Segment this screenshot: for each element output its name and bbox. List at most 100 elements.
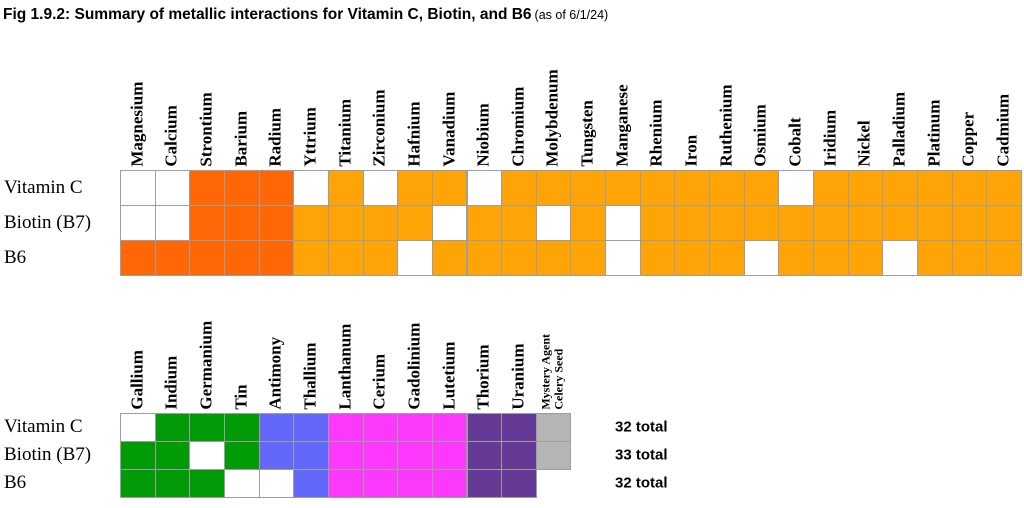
cell-biotin-b7-lanthanum [327, 441, 364, 470]
cell-b6-titanium [327, 240, 364, 276]
cell-biotin-b7-palladium [882, 205, 918, 241]
cell-vitamin-c-iron [674, 170, 711, 206]
cell-vitamin-c-cadmium [986, 170, 1022, 206]
cell-b6-radium [258, 240, 295, 276]
cell-vitamin-c-niobium [466, 170, 503, 206]
column-header-palladium: Palladium [889, 92, 909, 167]
cell-vitamin-c-magnesium [120, 170, 156, 206]
cell-biotin-b7-tungsten [570, 205, 607, 241]
cell-vitamin-c-titanium [327, 170, 364, 206]
figure-title: Fig 1.9.2: Summary of metallic interacti… [3, 6, 608, 24]
cell-biotin-b7-ruthenium [709, 205, 745, 241]
column-header-line: Celery Seed [552, 349, 567, 410]
cell-b6-thallium [293, 469, 329, 498]
column-header-platinum: Platinum [923, 99, 943, 167]
cell-vitamin-c-germanium [189, 413, 225, 442]
cell-b6-cerium [362, 469, 399, 498]
cell-b6-nickel [847, 240, 884, 276]
cell-biotin-b7-niobium [466, 205, 503, 241]
cell-biotin-b7-lutetium [431, 441, 468, 470]
column-header-germanium: Germanium [196, 321, 216, 410]
cell-b6-zirconium [362, 240, 399, 276]
cell-b6-lanthanum [327, 469, 364, 498]
total-biotin-b7: 33 total [615, 446, 668, 464]
cell-b6-copper [951, 240, 988, 276]
cell-b6-manganese [605, 240, 641, 276]
cell-biotin-b7-indium [154, 441, 191, 470]
column-header-tungsten: Tungsten [577, 100, 597, 167]
cell-b6-niobium [466, 240, 503, 276]
column-header-mystery-agent-celery-seed: Mystery Agent Celery Seed [536, 285, 571, 413]
column-header-thallium: Thallium [300, 342, 320, 410]
column-header-thorium: Thorium [473, 344, 493, 410]
column-header-gadolinium: Gadolinium [404, 323, 424, 410]
column-header-iridium: Iridium [820, 110, 839, 167]
cell-biotin-b7-titanium [327, 205, 364, 241]
cell-b6-gadolinium [397, 469, 433, 498]
cell-biotin-b7-barium [223, 205, 260, 241]
column-header-osmium: Osmium [750, 104, 770, 167]
cell-b6-molybdenum [535, 240, 572, 276]
figure-title-text: Fig 1.9.2: Summary of metallic interacti… [3, 6, 532, 23]
cell-biotin-b7-yttrium [293, 205, 329, 241]
column-header-iron: Iron [681, 135, 701, 167]
cell-biotin-b7-mystery-agent-celery-seed [535, 441, 572, 470]
cell-vitamin-c-palladium [882, 170, 918, 206]
cell-biotin-b7-zirconium [362, 205, 399, 241]
cell-vitamin-c-vanadium [431, 170, 468, 206]
cell-b6-indium [154, 469, 191, 498]
cell-b6-lutetium [431, 469, 468, 498]
column-header-cadmium: Cadmium [993, 94, 1013, 167]
column-header-chromium: Chromium [508, 87, 528, 167]
cell-biotin-b7-iron [674, 205, 711, 241]
cell-biotin-b7-cerium [362, 441, 399, 470]
cell-b6-gallium [120, 469, 156, 498]
cell-b6-magnesium [120, 240, 156, 276]
cell-biotin-b7-manganese [605, 205, 641, 241]
figure-title-suffix: (as of 6/1/24) [534, 8, 609, 22]
column-header-ruthenium: Ruthenium [716, 84, 736, 167]
cell-vitamin-c-gallium [120, 413, 156, 442]
cell-biotin-b7-cadmium [986, 205, 1022, 241]
cell-biotin-b7-vanadium [431, 205, 468, 241]
cell-biotin-b7-iridium [813, 205, 849, 241]
column-header-zirconium: Zirconium [369, 89, 389, 167]
column-header-barium: Barium [230, 111, 250, 167]
column-header-gallium: Gallium [127, 350, 146, 410]
cell-vitamin-c-thorium [466, 413, 503, 442]
cell-vitamin-c-nickel [847, 170, 884, 206]
cell-b6-osmium [743, 240, 780, 276]
column-header-strontium: Strontium [196, 92, 216, 167]
cell-vitamin-c-zirconium [362, 170, 399, 206]
cell-b6-barium [223, 240, 260, 276]
cell-b6-iridium [813, 240, 849, 276]
cell-vitamin-c-yttrium [293, 170, 329, 206]
cell-vitamin-c-radium [258, 170, 295, 206]
cell-vitamin-c-hafnium [397, 170, 433, 206]
cell-biotin-b7-molybdenum [535, 205, 572, 241]
cell-biotin-b7-thallium [293, 441, 329, 470]
cell-vitamin-c-cerium [362, 413, 399, 442]
cell-b6-palladium [882, 240, 918, 276]
cell-biotin-b7-platinum [916, 205, 953, 241]
cell-b6-chromium [501, 240, 537, 276]
cell-vitamin-c-tin [223, 413, 260, 442]
cell-vitamin-c-barium [223, 170, 260, 206]
cell-biotin-b7-strontium [189, 205, 225, 241]
cell-vitamin-c-cobalt [778, 170, 814, 206]
cell-biotin-b7-germanium [189, 441, 225, 470]
cell-biotin-b7-uranium [501, 441, 537, 470]
cell-b6-ruthenium [709, 240, 745, 276]
cell-biotin-b7-gallium [120, 441, 156, 470]
total-vitamin-c: 32 total [615, 418, 668, 436]
cell-vitamin-c-uranium [501, 413, 537, 442]
cell-vitamin-c-platinum [916, 170, 953, 206]
row-label-vitamin-c: Vitamin C [4, 176, 83, 198]
cell-b6-strontium [189, 240, 225, 276]
column-header-hafnium: Hafnium [404, 101, 424, 167]
cell-vitamin-c-ruthenium [709, 170, 745, 206]
cell-vitamin-c-rhenium [639, 170, 676, 206]
cell-b6-vanadium [431, 240, 468, 276]
cell-vitamin-c-osmium [743, 170, 780, 206]
